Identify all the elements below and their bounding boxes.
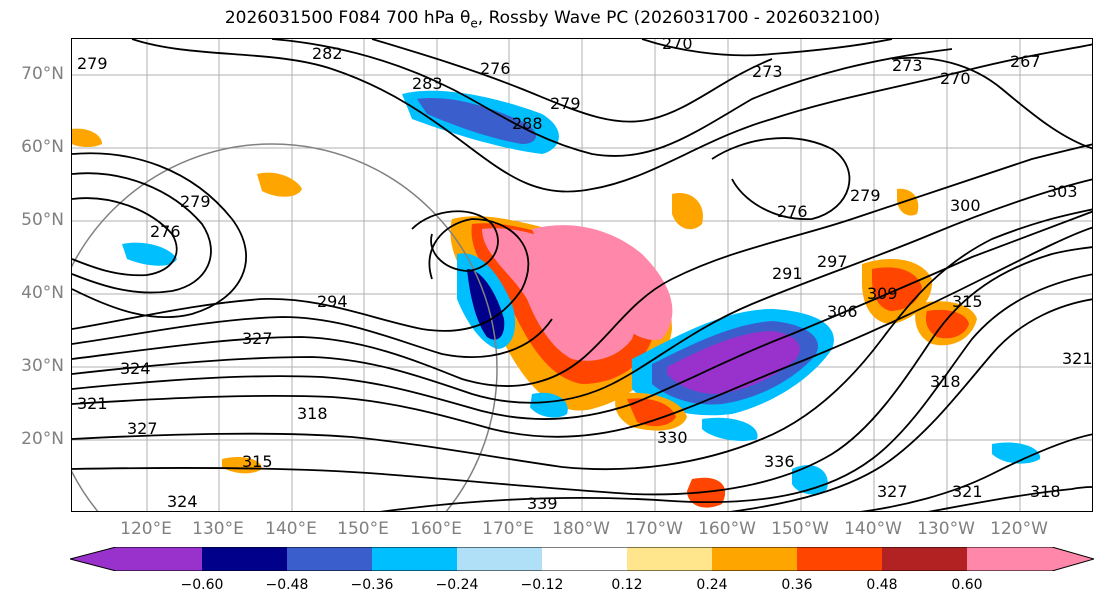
- lat-label: 70°N: [21, 64, 64, 84]
- contour-label: 300: [950, 196, 981, 215]
- contour-label: 273: [752, 62, 783, 81]
- map-title: 2026031500 F084 700 hPa θe, Rossby Wave …: [224, 8, 881, 31]
- colorbar-under-extension: [70, 547, 116, 571]
- lon-label: 120°E: [120, 519, 172, 539]
- map-canvas: 270 273 273 276 276 276 279 279 279 279 …: [72, 39, 1093, 512]
- colorbar-tick: −0.12: [520, 577, 564, 593]
- lat-label: 50°N: [21, 210, 64, 230]
- colorbar-bin: [202, 547, 287, 571]
- colorbar-bin: [457, 547, 542, 571]
- lat-label: 20°N: [21, 429, 64, 449]
- contour-label: 306: [827, 302, 858, 321]
- colorbar-bin: [967, 547, 1052, 571]
- contour-label: 276: [480, 59, 511, 78]
- lon-label: 140°E: [265, 519, 317, 539]
- lon-label: 150°E: [337, 519, 389, 539]
- contour-label: 273: [892, 56, 923, 75]
- contour-label: 327: [877, 482, 908, 501]
- contour-label: 330: [657, 428, 688, 447]
- lon-label: 160°E: [410, 519, 462, 539]
- contour-label: 279: [550, 94, 581, 113]
- colorbar-bin: [287, 547, 372, 571]
- contour-label: 327: [242, 329, 273, 348]
- colorbar-bin: [116, 547, 202, 571]
- colorbar-bin: [372, 547, 457, 571]
- contour-label: 327: [127, 419, 158, 438]
- colorbar: [70, 547, 1094, 571]
- contour-label: 294: [317, 292, 348, 311]
- colorbar-bin: [627, 547, 712, 571]
- lon-label: 140°W: [844, 519, 902, 539]
- contour-label: 315: [952, 292, 983, 311]
- contour-label: 315: [242, 452, 273, 471]
- lon-label: 120°W: [990, 519, 1048, 539]
- lon-label: 170°W: [625, 519, 683, 539]
- contour-label: 270: [940, 69, 971, 88]
- lon-label: 160°W: [698, 519, 756, 539]
- contour-label: 336: [764, 452, 795, 471]
- contour-label: 324: [167, 492, 198, 511]
- contour-label: 276: [777, 202, 808, 221]
- contour-label: 318: [930, 372, 961, 391]
- lat-label: 40°N: [21, 283, 64, 303]
- contour-label: 283: [412, 74, 443, 93]
- colorbar-bin: [882, 547, 967, 571]
- contour-label: 321: [77, 394, 108, 413]
- colorbar-tick: 0.48: [866, 577, 898, 593]
- colorbar-over-extension: [1052, 547, 1094, 571]
- contour-label: 279: [77, 54, 108, 73]
- lon-label: 130°E: [192, 519, 244, 539]
- colorbar-tick: 0.60: [951, 577, 983, 593]
- contour-label: 321: [1062, 349, 1093, 368]
- contour-labels: 270 273 273 276 276 276 279 279 279 279 …: [77, 39, 1093, 512]
- reference-circle: [72, 143, 498, 511]
- lon-label: 130°W: [917, 519, 975, 539]
- colorbar-tick: −0.60: [180, 577, 224, 593]
- contour-label: 276: [150, 222, 181, 241]
- contour-label: 267: [1010, 52, 1041, 71]
- contour-label: 282: [312, 44, 343, 63]
- contour-label: 288: [512, 114, 543, 133]
- contour-label: 270: [662, 39, 693, 53]
- colorbar-tick: 0.12: [611, 577, 643, 593]
- lat-label: 30°N: [21, 356, 64, 376]
- colorbar-bin: [542, 547, 627, 571]
- colorbar-tick: 0.24: [696, 577, 728, 593]
- contour-label: 339: [527, 494, 558, 512]
- theta-e-contours: [72, 39, 1092, 511]
- contour-label: 303: [1047, 182, 1078, 201]
- contour-label: 321: [952, 482, 983, 501]
- colorbar-tick: 0.36: [781, 577, 813, 593]
- map-panel: 270 273 273 276 276 276 279 279 279 279 …: [71, 38, 1093, 512]
- contour-label: 279: [180, 192, 211, 211]
- lon-label: 180°W: [552, 519, 610, 539]
- lat-label: 60°N: [21, 137, 64, 157]
- colorbar-tick: −0.48: [265, 577, 309, 593]
- colorbar-bin: [797, 547, 882, 571]
- colorbar-tick: −0.36: [350, 577, 394, 593]
- colorbar-bin: [712, 547, 797, 571]
- lon-label: 150°W: [771, 519, 829, 539]
- lon-label: 170°E: [482, 519, 534, 539]
- colorbar-tick: −0.24: [435, 577, 479, 593]
- contour-label: 318: [1030, 482, 1061, 501]
- contour-label: 291: [772, 264, 803, 283]
- contour-label: 297: [817, 252, 848, 271]
- contour-label: 279: [850, 186, 881, 205]
- contour-label: 309: [867, 284, 898, 303]
- contour-label: 318: [297, 404, 328, 423]
- contour-label: 324: [120, 359, 151, 378]
